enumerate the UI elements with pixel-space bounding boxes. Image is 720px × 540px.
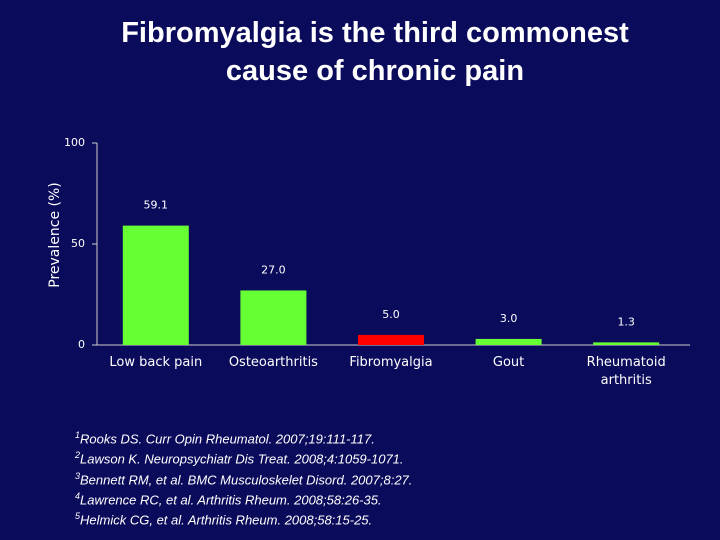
value-label: 27.0 bbox=[261, 263, 286, 276]
x-tick-label: Gout bbox=[492, 355, 525, 370]
x-tick-label: Fibromyalgia bbox=[349, 355, 433, 370]
x-tick-label: Rheumatoid arthritis bbox=[586, 355, 666, 388]
y-tick-label: 0 bbox=[78, 338, 85, 351]
value-label: 5.0 bbox=[382, 308, 400, 321]
value-label: 59.1 bbox=[144, 199, 169, 212]
bar bbox=[240, 290, 307, 345]
footnote: 3Bennett RM, et al. BMC Musculoskelet Di… bbox=[75, 468, 412, 488]
y-axis-label: Prevalence (%) bbox=[47, 182, 63, 288]
value-label: 3.0 bbox=[500, 312, 518, 325]
bar bbox=[122, 225, 189, 345]
bar bbox=[358, 334, 424, 345]
y-tick-label: 100 bbox=[64, 136, 85, 149]
footnote-text: Bennett RM, et al. BMC Musculoskelet Dis… bbox=[80, 471, 413, 487]
footnote: 4Lawrence RC, et al. Arthritis Rheum. 20… bbox=[75, 488, 412, 508]
footnote-text: Lawrence RC, et al. Arthritis Rheum. 200… bbox=[80, 492, 382, 508]
x-tick-label: Low back pain bbox=[109, 355, 203, 370]
footnote-text: Lawson K. Neuropsychiatr Dis Treat. 2008… bbox=[80, 451, 404, 467]
footnote-text: Rooks DS. Curr Opin Rheumatol. 2007;19:1… bbox=[80, 431, 375, 447]
value-label: 1.3 bbox=[617, 315, 635, 328]
footnote-mark: 2 bbox=[75, 450, 81, 461]
footnote-mark: 3 bbox=[75, 470, 81, 481]
y-tick-label: 50 bbox=[71, 237, 85, 250]
footnote: 2Lawson K. Neuropsychiatr Dis Treat. 200… bbox=[75, 447, 412, 467]
footnote-mark: 5 bbox=[75, 511, 81, 522]
x-tick-label: Osteoarthritis bbox=[228, 355, 318, 370]
footnote: 5Helmick CG, et al. Arthritis Rheum. 200… bbox=[75, 508, 412, 528]
footnote-text: Helmick CG, et al. Arthritis Rheum. 2008… bbox=[80, 512, 373, 528]
bar bbox=[475, 338, 542, 345]
footnote: 1Rooks DS. Curr Opin Rheumatol. 2007;19:… bbox=[75, 427, 412, 447]
chart-title: Fibromyalgia is the third commonest caus… bbox=[121, 17, 629, 87]
footnote-mark: 1 bbox=[75, 430, 81, 440]
bar bbox=[593, 342, 660, 345]
footnote-mark: 4 bbox=[75, 490, 81, 501]
footnotes: 1Rooks DS. Curr Opin Rheumatol. 2007;19:… bbox=[75, 427, 412, 529]
